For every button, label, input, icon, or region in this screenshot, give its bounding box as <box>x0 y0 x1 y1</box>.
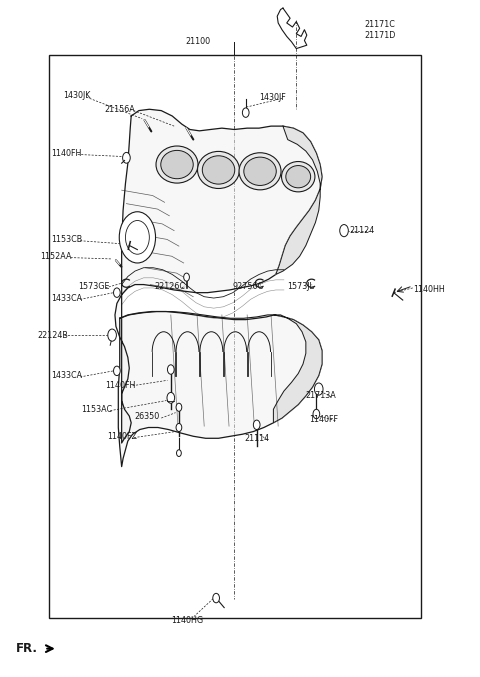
Circle shape <box>314 383 323 395</box>
Text: 21114: 21114 <box>245 434 270 443</box>
Text: 22124B: 22124B <box>37 330 68 340</box>
Text: 1140FH: 1140FH <box>51 148 82 158</box>
Circle shape <box>176 423 182 431</box>
Polygon shape <box>115 109 322 443</box>
Bar <box>49 56 421 618</box>
Text: 1140FF: 1140FF <box>309 415 338 424</box>
Circle shape <box>176 403 182 412</box>
Text: 1153CB: 1153CB <box>51 235 83 244</box>
Ellipse shape <box>244 157 276 185</box>
Circle shape <box>125 221 149 255</box>
Circle shape <box>114 288 120 297</box>
Circle shape <box>313 410 320 419</box>
Text: 21124: 21124 <box>350 226 375 235</box>
Text: 1430JK: 1430JK <box>63 91 91 100</box>
Circle shape <box>168 365 174 374</box>
Ellipse shape <box>202 156 235 184</box>
Circle shape <box>108 329 116 341</box>
Ellipse shape <box>286 166 311 188</box>
Circle shape <box>114 366 120 376</box>
Text: 21100: 21100 <box>185 37 210 46</box>
Text: 1140FH: 1140FH <box>106 381 136 390</box>
Circle shape <box>119 212 156 263</box>
Text: 1140HH: 1140HH <box>413 285 444 294</box>
Circle shape <box>167 393 175 403</box>
Circle shape <box>242 108 249 117</box>
Text: FR.: FR. <box>16 642 38 655</box>
Text: 1433CA: 1433CA <box>51 371 83 380</box>
Circle shape <box>253 420 260 429</box>
Circle shape <box>213 593 219 603</box>
Text: 92756C: 92756C <box>233 282 264 291</box>
Circle shape <box>340 225 348 237</box>
Text: 26350: 26350 <box>134 412 159 421</box>
Text: 1433CA: 1433CA <box>51 294 83 303</box>
Ellipse shape <box>281 162 315 192</box>
Ellipse shape <box>156 146 198 183</box>
Text: 1152AA: 1152AA <box>40 252 72 261</box>
Text: 21156A: 21156A <box>104 105 135 114</box>
Text: 21171D: 21171D <box>364 30 396 39</box>
Circle shape <box>177 450 181 456</box>
Polygon shape <box>276 126 322 274</box>
Text: 21171C: 21171C <box>364 20 395 30</box>
Text: 21713A: 21713A <box>306 391 336 400</box>
Text: 1153AC: 1153AC <box>82 405 113 414</box>
Ellipse shape <box>198 152 240 188</box>
Circle shape <box>122 152 130 163</box>
Text: 1140HG: 1140HG <box>171 616 203 625</box>
Text: 1140FZ: 1140FZ <box>108 432 137 441</box>
Text: 22126C: 22126C <box>154 282 185 291</box>
Text: 1573JL: 1573JL <box>287 282 313 291</box>
Polygon shape <box>274 315 322 422</box>
Polygon shape <box>118 311 322 466</box>
Ellipse shape <box>161 150 193 179</box>
Text: 1573GE: 1573GE <box>78 282 109 291</box>
Circle shape <box>184 273 190 281</box>
Ellipse shape <box>239 153 281 190</box>
Text: 1430JF: 1430JF <box>259 93 286 102</box>
